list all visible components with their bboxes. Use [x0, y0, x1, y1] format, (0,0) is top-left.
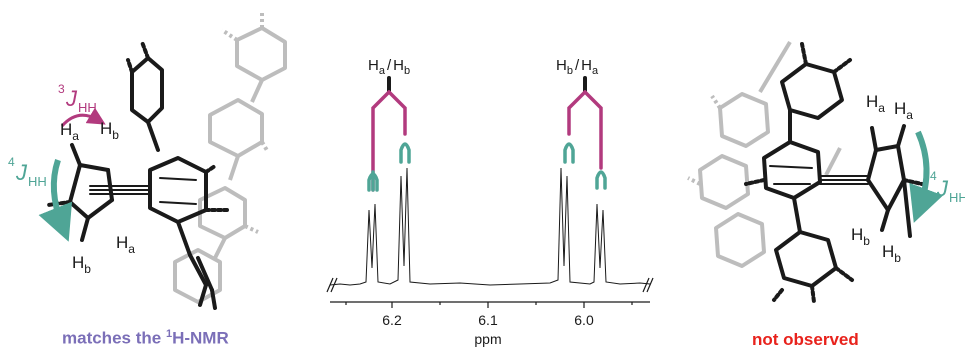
left-caption-suffix: H-NMR	[172, 328, 229, 348]
nmr-spectrum: Ha / Hb Hb / Ha	[326, 57, 654, 347]
peak-label-right: Hb / Ha	[556, 57, 599, 77]
left-caption-sup: 1	[165, 328, 173, 340]
ppm-axis	[330, 301, 650, 308]
svg-text:Ha/Hb: Ha / Hb	[368, 57, 410, 77]
spectrum-trace	[329, 167, 651, 286]
left-h-labels: Ha Hb Ha Hb	[60, 119, 135, 276]
right-4j-arrow	[909, 130, 944, 223]
right-dark-bonds	[744, 42, 924, 304]
left-molecule: 3 J HH 4 J HH Ha Hb Ha Hb	[8, 12, 287, 310]
svg-text:4: 4	[8, 155, 15, 169]
svg-text:Ha: Ha	[116, 233, 135, 256]
right-4j-label: 4 J HH	[930, 169, 965, 205]
right-caption: not observed	[752, 330, 859, 349]
left-4j-label: 4 J HH	[8, 155, 47, 189]
splitting-tree-right	[563, 76, 607, 190]
svg-text:HH: HH	[28, 174, 47, 189]
right-molecule: 4 J HH Ha Ha Hb Hb	[687, 40, 965, 304]
svg-text:Hb: Hb	[882, 242, 901, 265]
left-caption: matches the 1H-NMR	[62, 328, 229, 349]
right-faded-rings	[687, 40, 842, 268]
left-caption-prefix: matches the	[62, 328, 166, 348]
tick-label: 6.1	[478, 312, 498, 328]
left-3j-arrow	[60, 107, 106, 128]
svg-text:Hb: Hb	[100, 119, 119, 142]
svg-text:Ha: Ha	[60, 120, 79, 143]
svg-text:Hb: Hb	[851, 225, 870, 248]
svg-text:3: 3	[58, 82, 65, 96]
left-faded-rings	[173, 12, 287, 304]
splitting-tree-left	[367, 76, 411, 192]
axis-break-marks	[326, 277, 654, 293]
svg-text:J: J	[15, 160, 28, 185]
svg-text:J: J	[936, 176, 949, 201]
tick-label: 6.0	[574, 312, 594, 328]
svg-text:HH: HH	[78, 100, 97, 115]
right-h-labels: Ha Ha Hb Hb	[851, 92, 913, 265]
ppm-tick-labels: 6.2 6.1 6.0	[382, 312, 594, 328]
left-4j-arrow	[38, 159, 73, 242]
svg-text:J: J	[65, 86, 78, 111]
left-dark-bonds	[46, 40, 232, 310]
svg-text:Ha: Ha	[866, 92, 885, 115]
svg-text:Ha: Ha	[894, 99, 913, 122]
svg-text:Hb/Ha: Hb / Ha	[556, 57, 599, 77]
left-3j-label: 3 J HH	[58, 82, 97, 115]
tick-label: 6.2	[382, 312, 402, 328]
peak-label-left: Ha / Hb	[368, 57, 410, 77]
ppm-axis-label: ppm	[474, 331, 501, 347]
svg-text:4: 4	[930, 169, 937, 183]
svg-text:HH: HH	[949, 190, 965, 205]
svg-text:Hb: Hb	[72, 253, 91, 276]
